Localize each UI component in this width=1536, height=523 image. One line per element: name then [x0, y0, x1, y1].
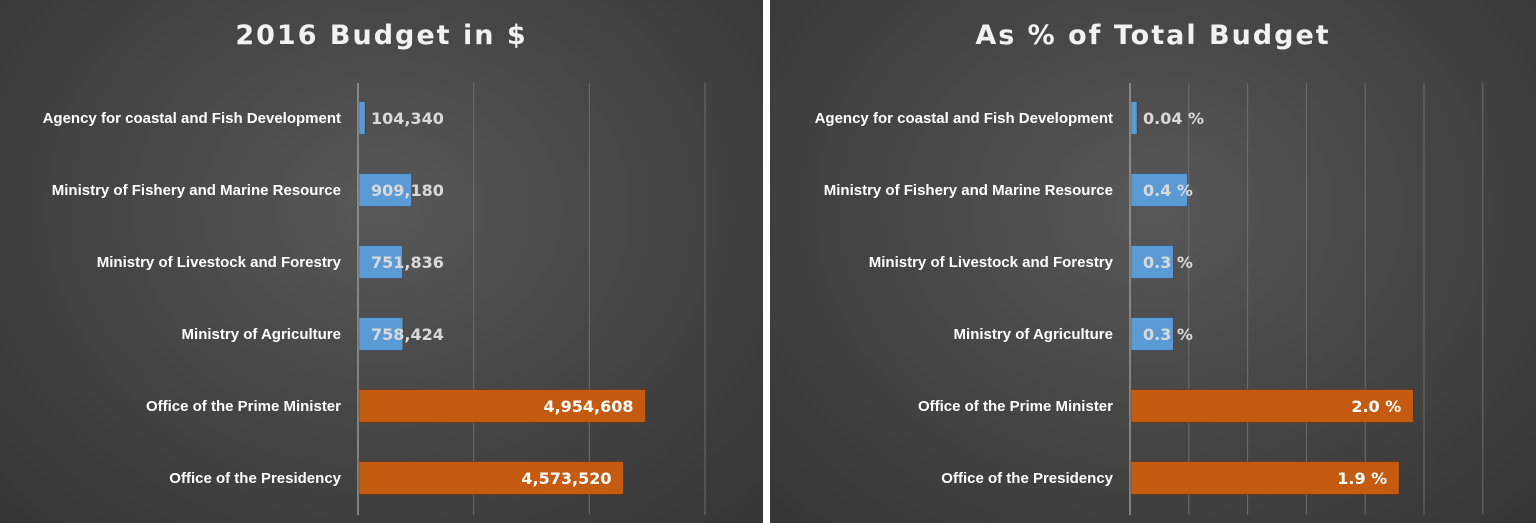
- bar-small: [358, 245, 403, 279]
- bar-chart-budget: Agency for coastal and Fish Development 1…: [43, 83, 706, 515]
- category-label: Office of the Prime Minister: [918, 398, 1113, 415]
- data-label: 751,836: [371, 253, 444, 272]
- chart-panel-budget: 2016 Budget in $ Agency for coastal and …: [0, 0, 763, 523]
- category-label: Office of the Prime Minister: [146, 398, 341, 415]
- bar-small: [1130, 101, 1138, 135]
- category-label: Agency for coastal and Fish Development: [815, 110, 1113, 127]
- category-label: Office of the Presidency: [941, 470, 1113, 487]
- category-label: Ministry of Fishery and Marine Resource: [824, 182, 1113, 199]
- category-label: Ministry of Agriculture: [954, 326, 1113, 343]
- bar-large: [1130, 389, 1414, 423]
- category-label: Office of the Presidency: [169, 470, 341, 487]
- bar-small: [358, 317, 404, 351]
- chart-panel-percent: As % of Total Budget Agency for coastal …: [770, 0, 1536, 523]
- category-label: Ministry of Livestock and Forestry: [97, 254, 342, 271]
- data-label: 758,424: [371, 325, 444, 344]
- data-label: 2.0 %: [1351, 397, 1401, 416]
- data-label: 0.04 %: [1143, 109, 1204, 128]
- bar-large: [358, 389, 647, 423]
- category-label: Ministry of Livestock and Forestry: [869, 254, 1114, 271]
- category-label: Agency for coastal and Fish Development: [43, 110, 341, 127]
- data-label: 4,954,608: [543, 397, 633, 416]
- data-label: 0.3 %: [1143, 253, 1193, 272]
- bar-small: [1130, 173, 1188, 207]
- data-label: 0.3 %: [1143, 325, 1193, 344]
- category-label: Ministry of Agriculture: [182, 326, 341, 343]
- bar-large: [358, 461, 625, 495]
- bar-small: [358, 173, 413, 207]
- chart-title: 2016 Budget in $: [235, 20, 528, 51]
- data-label: 0.4 %: [1143, 181, 1193, 200]
- bar-chart-percent: Agency for coastal and Fish Development 0…: [815, 83, 1484, 515]
- bar-large: [1130, 461, 1400, 495]
- bar-small: [1130, 317, 1174, 351]
- chart-title: As % of Total Budget: [975, 20, 1331, 51]
- bar-small: [1130, 245, 1174, 279]
- bar-small: [358, 101, 366, 135]
- data-label: 1.9 %: [1337, 469, 1387, 488]
- data-label: 104,340: [371, 109, 444, 128]
- category-label: Ministry of Fishery and Marine Resource: [52, 182, 341, 199]
- data-label: 4,573,520: [521, 469, 611, 488]
- data-label: 909,180: [371, 181, 444, 200]
